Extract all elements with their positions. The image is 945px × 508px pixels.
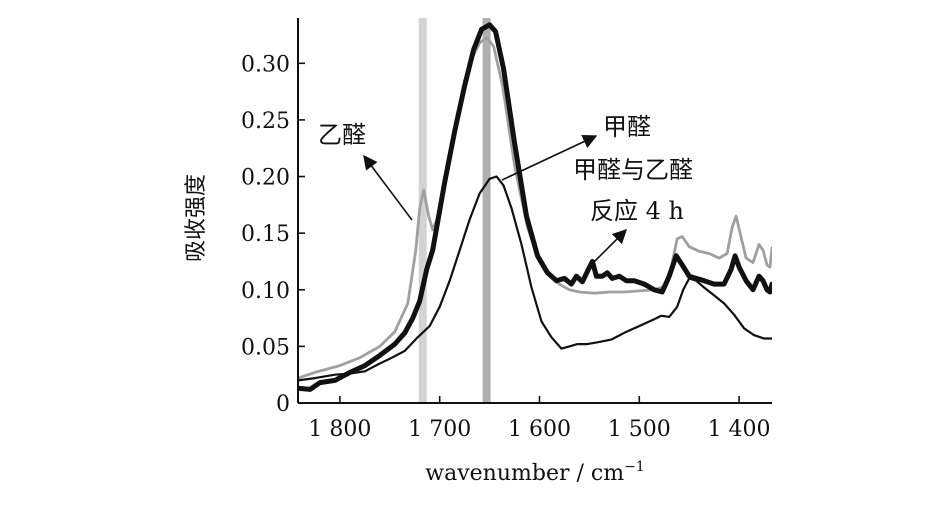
- label-formaldehyde: 甲醛: [603, 113, 651, 141]
- x-axis-title-sup: −1: [624, 459, 645, 475]
- series-line-reaction: [298, 22, 772, 392]
- y-axis-title: 吸收强度: [184, 174, 209, 262]
- band-1653: [482, 18, 491, 403]
- axes: [297, 18, 772, 404]
- x-tick-label: 1 700: [408, 417, 471, 442]
- x-tick-label: 1 800: [308, 417, 371, 442]
- y-tick-label: 0.05: [241, 335, 290, 360]
- x-axis-title: wavenumber / cm−1: [425, 459, 644, 486]
- label-reaction-line1: 甲醛与乙醛: [573, 156, 693, 184]
- arrow-formaldehyde: [501, 134, 598, 181]
- label-reaction-line2: 反应 4 h: [590, 197, 684, 225]
- x-tick-label: 1 600: [508, 417, 571, 442]
- y-tick-label: 0: [276, 392, 290, 417]
- arrow-reaction: [585, 228, 628, 271]
- series-layer: [298, 22, 772, 392]
- series-line-formaldehyde: [298, 175, 772, 382]
- arrow-acetaldehyde: [363, 154, 413, 221]
- label-acetaldehyde: 乙醛: [318, 121, 366, 149]
- y-tick-label: 0.30: [241, 52, 290, 77]
- x-ticks: 1 800 1 700 1 600 1 500 1 400: [308, 396, 771, 442]
- y-tick-label: 0.15: [241, 222, 290, 247]
- series-line-acetaldehyde: [298, 35, 772, 380]
- x-axis-title-main: wavenumber / cm: [425, 461, 624, 486]
- band-1717: [418, 18, 427, 403]
- x-tick-label: 1 400: [708, 417, 771, 442]
- y-tick-label: 0.10: [241, 279, 290, 304]
- y-tick-label: 0.20: [241, 166, 290, 191]
- y-ticks: 0 0.05 0.10 0.15 0.20 0.25 0.30: [241, 52, 305, 417]
- highlight-bands: [418, 18, 491, 403]
- y-tick-label: 0.25: [241, 109, 290, 134]
- x-tick-label: 1 500: [608, 417, 671, 442]
